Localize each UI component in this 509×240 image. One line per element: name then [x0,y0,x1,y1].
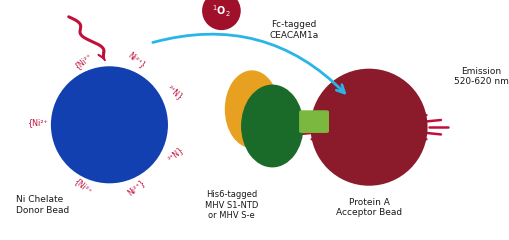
Text: Ni²⁺}: Ni²⁺} [126,51,147,70]
Ellipse shape [51,66,168,183]
Text: Protein A
Acceptor Bead: Protein A Acceptor Bead [336,198,402,217]
Ellipse shape [202,0,241,30]
Text: {Ni²⁺: {Ni²⁺ [72,176,93,196]
Text: {Ni²⁺: {Ni²⁺ [72,51,93,71]
Text: Fc-tagged
CEACAM1a: Fc-tagged CEACAM1a [270,20,319,40]
Text: Ni Chelate
Donor Bead: Ni Chelate Donor Bead [16,196,70,215]
Text: Emission
520-620 nm: Emission 520-620 nm [454,67,508,86]
Ellipse shape [310,69,428,186]
Text: ²⁺N}: ²⁺N} [166,83,185,102]
Text: $^1$O$_2$: $^1$O$_2$ [212,3,231,19]
Text: Ni²⁺}: Ni²⁺} [126,177,147,197]
Text: ²⁺N}: ²⁺N} [166,144,185,163]
Text: {Ni²⁺: {Ni²⁺ [28,118,48,127]
Ellipse shape [242,85,303,167]
FancyArrowPatch shape [153,34,345,93]
Text: His6-tagged
MHV S1-NTD
or MHV S-e: His6-tagged MHV S1-NTD or MHV S-e [205,190,258,220]
Ellipse shape [225,71,278,147]
FancyBboxPatch shape [300,111,328,132]
